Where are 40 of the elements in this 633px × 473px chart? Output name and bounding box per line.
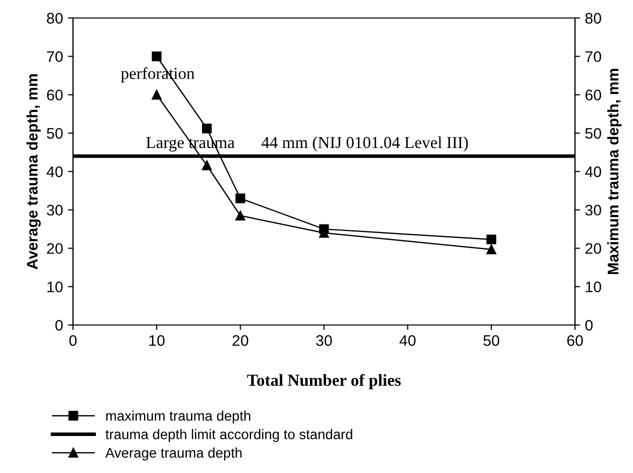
y-tick-label: 50 xyxy=(46,128,63,139)
y2-tick-label: 50 xyxy=(585,128,602,139)
y-tick-label: 40 xyxy=(46,166,63,178)
y2-tick-label: 0 xyxy=(585,320,593,331)
x-tick-label: 0 xyxy=(69,335,77,346)
point xyxy=(235,210,246,220)
x-tick-label: 50 xyxy=(483,335,500,346)
y2-tick-label: 70 xyxy=(586,51,602,62)
x-axis-title: Total Number of plies xyxy=(247,374,401,390)
point xyxy=(202,160,212,170)
point xyxy=(235,194,246,204)
y2-tick-label: 30 xyxy=(585,204,602,216)
y-tick-label: 0 xyxy=(55,320,63,331)
point xyxy=(152,52,162,62)
x-tick-label: 30 xyxy=(316,335,332,346)
y-tick-label: 20 xyxy=(47,243,63,254)
y2-axis-title: Maximum trauma depth, mm xyxy=(607,68,622,274)
legend-label: Average trauma depth xyxy=(105,448,242,460)
y2-tick-label: 80 xyxy=(585,12,602,24)
y-tick-label: 60 xyxy=(47,90,63,100)
y2-tick-label: 40 xyxy=(585,166,602,178)
x-tick-label: 60 xyxy=(567,335,583,346)
point xyxy=(152,90,162,100)
legend-label: trauma depth limit according to standard xyxy=(105,429,352,442)
y-tick-label: 80 xyxy=(46,12,63,24)
x-tick-label: 40 xyxy=(400,335,416,346)
legend-label: maximum trauma depth xyxy=(106,410,250,424)
y-tick-label: 30 xyxy=(46,204,63,216)
y2-tick-label: 20 xyxy=(585,243,602,254)
annotation: 44 mm (NIJ 0101.04 Level III) xyxy=(262,136,468,152)
point xyxy=(486,234,496,244)
y-tick-label: 10 xyxy=(47,281,63,292)
x-tick-label: 10 xyxy=(149,335,165,346)
y-axis-title: Average trauma depth, mm xyxy=(26,74,41,270)
point xyxy=(486,244,496,254)
x-tick-label: 20 xyxy=(232,335,248,346)
y2-tick-label: 60 xyxy=(586,90,602,100)
y-tick-label: 70 xyxy=(47,51,63,62)
point xyxy=(202,124,212,134)
y2-tick-label: 10 xyxy=(586,281,602,292)
